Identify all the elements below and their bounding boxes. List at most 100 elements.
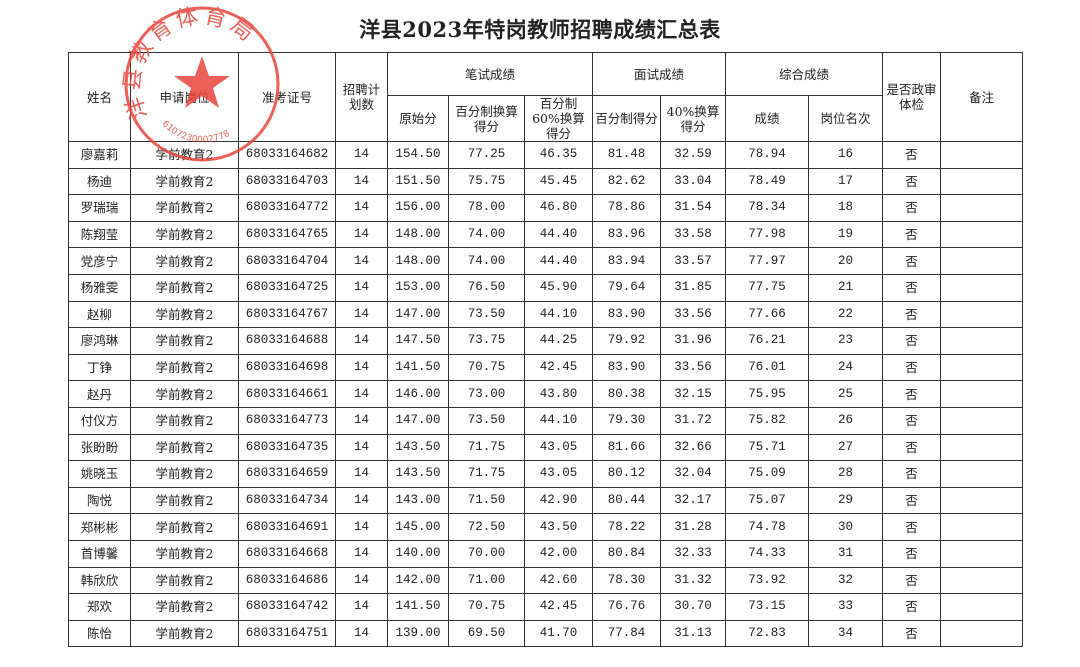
table-row: 罗瑞瑞 学前教育2 68033164772 14 156.00 78.00 46.80 78.… (68, 194, 1024, 222)
cell-note (940, 300, 1024, 329)
header-note: 备注 (940, 52, 1024, 142)
cell-total-score: 75.07 (725, 486, 810, 515)
cell-check: 否 (882, 327, 942, 355)
cell-position: 学前教育2 (130, 141, 239, 169)
cell-interview-pct: 76.76 (592, 593, 662, 621)
cell-interview-40: 32.59 (660, 141, 727, 169)
cell-interview-pct: 82.62 (592, 167, 662, 196)
cell-name: 付仪方 (68, 406, 131, 435)
cell-written-raw: 151.50 (387, 167, 449, 196)
cell-plan: 14 (335, 141, 388, 169)
table-row: 首博馨 学前教育2 68033164668 14 140.00 70.00 42.00 80.… (68, 539, 1024, 568)
cell-note (940, 566, 1024, 595)
cell-check: 否 (882, 353, 942, 382)
cell-written-pct: 70.75 (448, 593, 525, 621)
cell-written-60: 44.10 (523, 300, 594, 329)
table-row: 廖鸿琳 学前教育2 68033164688 14 147.50 73.75 44.25 79.… (68, 327, 1024, 355)
cell-total-score: 77.75 (725, 273, 810, 302)
cell-written-pct: 74.00 (448, 220, 525, 249)
table-row: 赵柳 学前教育2 68033164767 14 147.00 73.50 44.10 83.9… (68, 300, 1024, 329)
cell-total-score: 76.01 (725, 353, 810, 382)
cell-rank: 26 (808, 406, 884, 435)
header-position: 申请岗位 (130, 52, 239, 142)
cell-position: 学前教育2 (130, 566, 239, 595)
cell-position: 学前教育2 (130, 406, 239, 435)
cell-rank: 16 (808, 141, 884, 169)
cell-plan: 14 (335, 167, 388, 196)
cell-written-60: 42.90 (523, 486, 594, 515)
table-row: 党彦宁 学前教育2 68033164704 14 148.00 74.00 44.40 83.… (68, 247, 1024, 275)
cell-interview-40: 31.54 (660, 194, 727, 222)
cell-position: 学前教育2 (130, 619, 239, 648)
cell-position: 学前教育2 (130, 513, 239, 541)
cell-check: 否 (882, 194, 942, 222)
cell-plan: 14 (335, 406, 388, 435)
cell-note (940, 327, 1024, 355)
cell-note (940, 513, 1024, 541)
cell-note (940, 353, 1024, 382)
cell-interview-40: 31.85 (660, 273, 727, 302)
cell-written-pct: 73.50 (448, 300, 525, 329)
cell-interview-pct: 78.86 (592, 194, 662, 222)
cell-written-raw: 146.00 (387, 380, 449, 408)
cell-note (940, 433, 1024, 462)
cell-interview-pct: 83.96 (592, 220, 662, 249)
cell-check: 否 (882, 539, 942, 568)
cell-exam-no: 68033164682 (238, 141, 336, 169)
cell-interview-40: 32.15 (660, 380, 727, 408)
header-exam-no: 准考证号 (238, 52, 336, 142)
cell-total-score: 73.92 (725, 566, 810, 595)
cell-rank: 20 (808, 247, 884, 275)
cell-position: 学前教育2 (130, 273, 239, 302)
cell-written-pct: 77.25 (448, 141, 525, 169)
table-row: 陈怡 学前教育2 68033164751 14 139.00 69.50 41.70 77.8… (68, 619, 1024, 648)
cell-exam-no: 68033164767 (238, 300, 336, 329)
table-row: 赵丹 学前教育2 68033164661 14 146.00 73.00 43.80 80.3… (68, 380, 1024, 408)
cell-written-60: 43.50 (523, 513, 594, 541)
cell-plan: 14 (335, 327, 388, 355)
cell-check: 否 (882, 619, 942, 648)
cell-exam-no: 68033164659 (238, 460, 336, 488)
cell-rank: 17 (808, 167, 884, 196)
cell-name: 韩欣欣 (68, 566, 131, 595)
cell-position: 学前教育2 (130, 380, 239, 408)
cell-check: 否 (882, 141, 942, 169)
cell-exam-no: 68033164734 (238, 486, 336, 515)
cell-written-60: 43.80 (523, 380, 594, 408)
cell-position: 学前教育2 (130, 327, 239, 355)
table-row: 杨雅雯 学前教育2 68033164725 14 153.00 76.50 45.90 79.… (68, 273, 1024, 302)
table-row: 姚晓玉 学前教育2 68033164659 14 143.50 71.75 43.05 80.… (68, 460, 1024, 488)
cell-written-raw: 147.00 (387, 300, 449, 329)
cell-total-score: 73.15 (725, 593, 810, 621)
cell-written-60: 44.40 (523, 220, 594, 249)
table-row: 陈翔莹 学前教育2 68033164765 14 148.00 74.00 44.40 83.… (68, 220, 1024, 249)
cell-written-raw: 142.00 (387, 566, 449, 595)
cell-rank: 18 (808, 194, 884, 222)
cell-written-pct: 70.75 (448, 353, 525, 382)
cell-rank: 32 (808, 566, 884, 595)
header-interview-40: 40%换算得分 (660, 95, 727, 142)
header-rank: 岗位名次 (808, 95, 884, 142)
cell-interview-40: 33.04 (660, 167, 727, 196)
cell-name: 姚晓玉 (68, 460, 131, 488)
cell-interview-40: 32.66 (660, 433, 727, 462)
cell-rank: 33 (808, 593, 884, 621)
cell-written-pct: 70.00 (448, 539, 525, 568)
cell-interview-pct: 80.38 (592, 380, 662, 408)
header-total-score: 成绩 (725, 95, 810, 142)
table-row: 张盼盼 学前教育2 68033164735 14 143.50 71.75 43.05 81.… (68, 433, 1024, 462)
cell-plan: 14 (335, 619, 388, 648)
cell-interview-40: 32.17 (660, 486, 727, 515)
cell-written-60: 44.25 (523, 327, 594, 355)
cell-exam-no: 68033164742 (238, 593, 336, 621)
cell-name: 罗瑞瑞 (68, 194, 131, 222)
cell-written-pct: 71.00 (448, 566, 525, 595)
cell-written-60: 45.90 (523, 273, 594, 302)
table-row: 郑彬彬 学前教育2 68033164691 14 145.00 72.50 43.50 78.… (68, 513, 1024, 541)
cell-note (940, 593, 1024, 621)
cell-total-score: 74.78 (725, 513, 810, 541)
header-written-60: 百分制60%换算得分 (523, 95, 594, 142)
cell-written-pct: 69.50 (448, 619, 525, 648)
cell-exam-no: 68033164698 (238, 353, 336, 382)
cell-written-raw: 140.00 (387, 539, 449, 568)
